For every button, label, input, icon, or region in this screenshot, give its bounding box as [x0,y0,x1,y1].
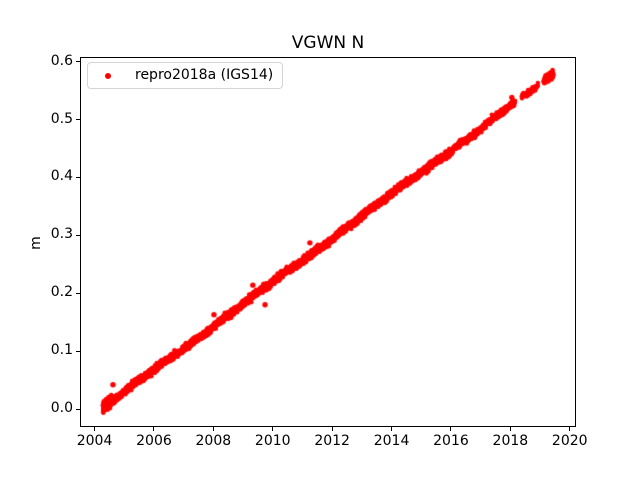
x-tick-label: 2018 [492,433,529,449]
x-tick-label: 2008 [195,433,232,449]
y-tick-label: 0.1 [50,342,73,359]
x-tick-label: 2012 [314,433,350,449]
x-tick-mark [153,427,155,431]
legend: repro2018a (IGS14) [87,62,283,89]
x-tick-label: 2004 [76,433,113,449]
y-tick-label: 0.5 [50,110,73,127]
plot-area [80,57,576,427]
y-tick-mark [76,408,80,410]
x-tick-mark [450,427,452,431]
x-tick-label: 2020 [551,433,588,449]
y-tick-mark [76,234,80,236]
x-tick-mark [391,427,393,431]
x-tick-label: 2016 [433,433,469,449]
y-tick-mark [76,176,80,178]
x-tick-mark [272,427,274,431]
y-tick-mark [76,350,80,352]
x-tick-mark [212,427,214,431]
y-tick-mark [76,119,80,121]
x-tick-mark [569,427,571,431]
y-tick-label: 0.4 [50,168,73,185]
y-tick-label: 0.3 [50,226,73,243]
y-tick-label: 0.2 [50,284,73,301]
x-tick-mark [331,427,333,431]
y-tick-label: 0.0 [50,400,73,417]
y-tick-label: 0.6 [50,52,73,69]
x-tick-mark [94,427,96,431]
x-tick-label: 2010 [254,433,291,449]
x-tick-label: 2014 [373,433,410,449]
chart-title: VGWN N [291,33,365,53]
y-tick-mark [76,61,80,63]
x-tick-mark [509,427,511,431]
legend-label: repro2018a (IGS14) [135,67,274,83]
legend-marker-dot [105,72,111,79]
y-tick-mark [76,292,80,294]
x-tick-label: 2006 [136,433,172,449]
